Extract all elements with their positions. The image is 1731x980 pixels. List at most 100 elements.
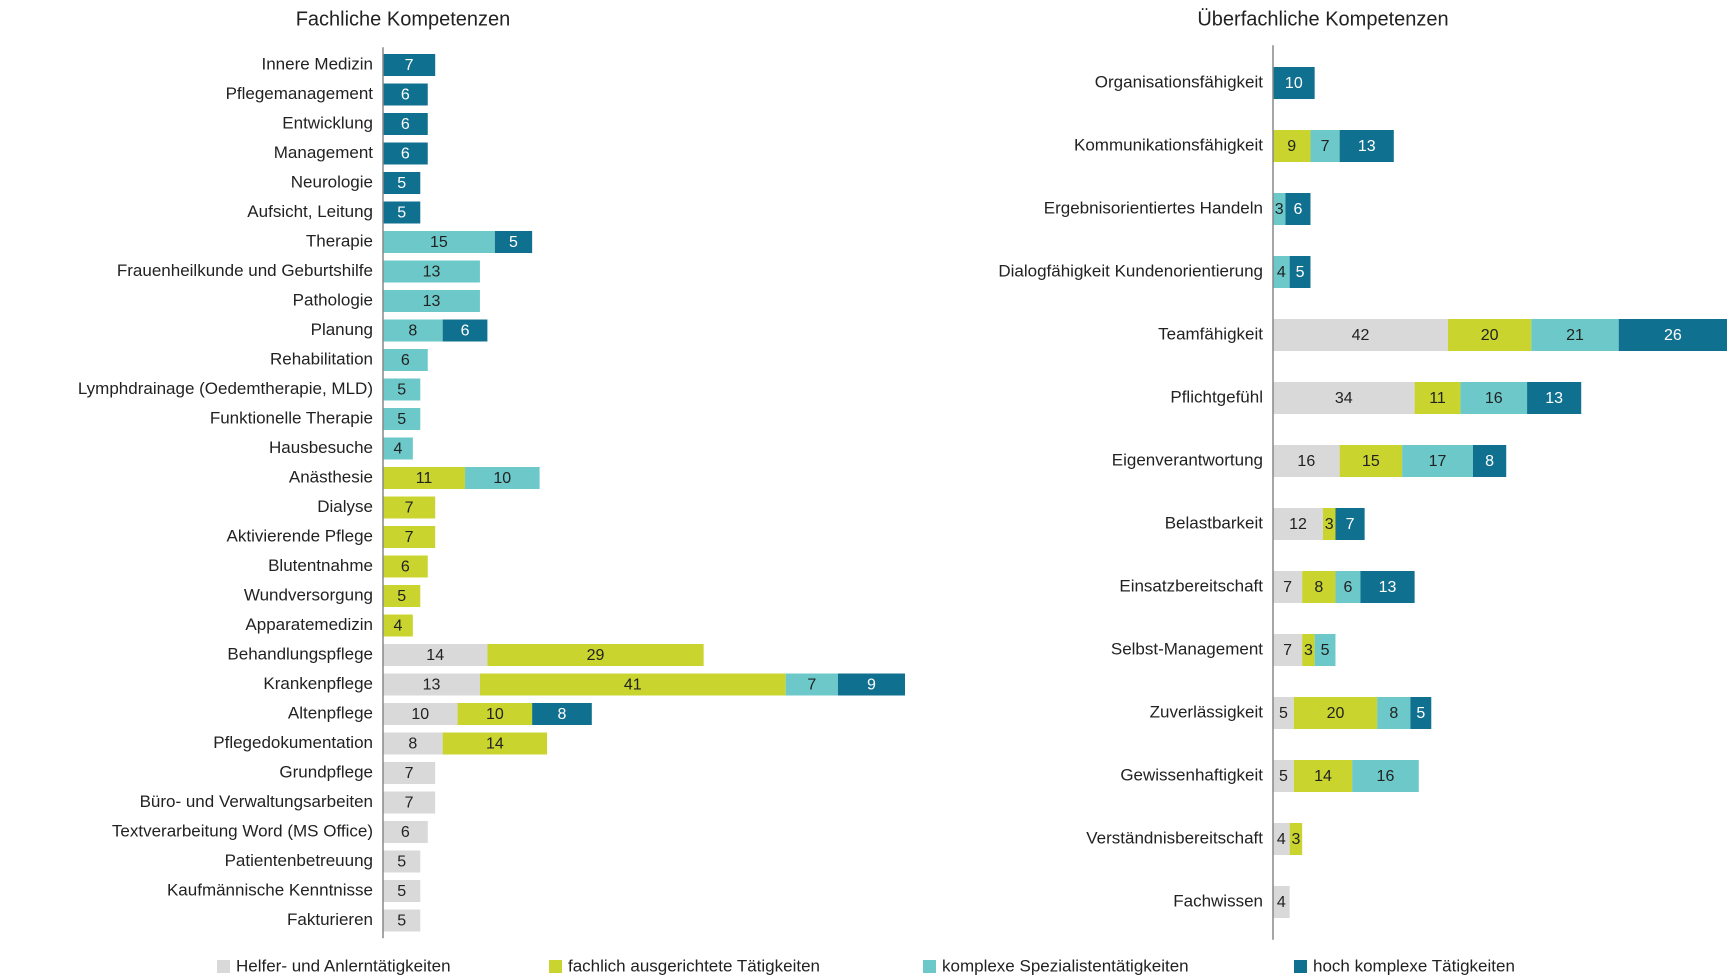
bar-segment bbox=[383, 821, 428, 843]
bar-segment bbox=[1414, 382, 1461, 414]
bar-segment bbox=[383, 231, 495, 253]
value-label: 8 bbox=[408, 323, 417, 340]
bar-segment bbox=[1273, 760, 1294, 792]
bar-segment bbox=[383, 673, 480, 696]
category-label: Fachwissen bbox=[1173, 891, 1263, 910]
value-label: 10 bbox=[486, 706, 504, 723]
category-label: Dialyse bbox=[317, 497, 373, 516]
value-label: 4 bbox=[393, 618, 402, 635]
category-label: Rehabilitation bbox=[270, 349, 373, 368]
value-label: 5 bbox=[397, 382, 406, 399]
bar-segment bbox=[494, 231, 533, 253]
value-label: 5 bbox=[1321, 642, 1330, 659]
bar-segment bbox=[532, 703, 592, 725]
category-label: Blutentnahme bbox=[268, 556, 373, 575]
value-label: 14 bbox=[486, 736, 504, 753]
bar-segment bbox=[383, 732, 443, 755]
bar-segment bbox=[383, 54, 436, 76]
value-label: 11 bbox=[1429, 390, 1446, 407]
bar-segment bbox=[383, 467, 466, 489]
bar-segment bbox=[837, 673, 905, 696]
legend-label: hoch komplexe Tätigkeiten bbox=[1313, 956, 1515, 975]
bar-segment bbox=[457, 703, 533, 725]
bar-segment bbox=[1293, 697, 1378, 729]
value-label: 7 bbox=[405, 765, 414, 782]
bar-segment bbox=[1273, 130, 1311, 162]
value-label: 13 bbox=[423, 264, 441, 281]
bar-segment bbox=[1273, 67, 1315, 99]
value-label: 15 bbox=[430, 234, 448, 251]
value-label: 6 bbox=[401, 352, 410, 369]
value-label: 7 bbox=[405, 795, 414, 812]
value-label: 6 bbox=[461, 323, 470, 340]
category-label: Selbst-Management bbox=[1111, 639, 1263, 658]
category-label: Verständnisbereitschaft bbox=[1086, 828, 1263, 847]
value-label: 5 bbox=[397, 588, 406, 605]
bar-segment bbox=[383, 408, 421, 430]
value-label: 4 bbox=[1277, 264, 1286, 281]
bar-segment bbox=[383, 644, 488, 666]
bar-segment bbox=[383, 83, 428, 106]
value-label: 13 bbox=[1545, 390, 1563, 407]
category-label: Management bbox=[274, 143, 374, 162]
value-label: 12 bbox=[1289, 516, 1307, 533]
category-label: Büro- und Verwaltungsarbeiten bbox=[140, 792, 373, 811]
value-label: 10 bbox=[1285, 75, 1303, 92]
value-label: 13 bbox=[423, 293, 441, 310]
bar-segment bbox=[383, 909, 421, 932]
legend-label: Helfer- und Anlerntätigkeiten bbox=[236, 956, 451, 975]
value-label: 7 bbox=[405, 500, 414, 517]
bar-segment bbox=[1289, 823, 1303, 855]
bar-segment bbox=[465, 467, 540, 489]
category-label: Teamfähigkeit bbox=[1158, 324, 1263, 343]
bar-segment bbox=[383, 378, 421, 401]
category-label: Organisationsfähigkeit bbox=[1095, 72, 1263, 91]
value-label: 7 bbox=[1321, 138, 1330, 155]
category-label: Krankenpflege bbox=[263, 674, 373, 693]
category-label: Kommunikationsfähigkeit bbox=[1074, 135, 1263, 154]
value-label: 7 bbox=[405, 529, 414, 546]
value-label: 4 bbox=[393, 441, 402, 458]
category-label: Pflegemanagement bbox=[226, 84, 374, 103]
bar-segment bbox=[1302, 634, 1315, 666]
value-label: 8 bbox=[1314, 579, 1323, 596]
bar-segment bbox=[1335, 508, 1365, 540]
bar-segment bbox=[1352, 760, 1419, 792]
bar-segment bbox=[1402, 445, 1473, 477]
bar-segment bbox=[442, 319, 488, 342]
value-label: 9 bbox=[867, 677, 876, 694]
value-label: 14 bbox=[1314, 768, 1332, 785]
value-label: 5 bbox=[397, 175, 406, 192]
category-label: Belastbarkeit bbox=[1165, 513, 1264, 532]
bar-segment bbox=[1273, 634, 1303, 666]
bar-segment bbox=[487, 644, 704, 666]
bar-segment bbox=[1335, 571, 1361, 603]
category-label: Apparatemedizin bbox=[245, 615, 373, 634]
value-label: 20 bbox=[1481, 327, 1499, 344]
bar-segment bbox=[1314, 634, 1336, 666]
bar-segment bbox=[383, 172, 421, 194]
bar-segment bbox=[383, 526, 436, 548]
category-label: Textverarbeitung Word (MS Office) bbox=[112, 821, 373, 840]
value-label: 6 bbox=[401, 824, 410, 841]
value-label: 9 bbox=[1287, 138, 1296, 155]
bar-segment bbox=[1273, 508, 1323, 540]
bar-segment bbox=[1273, 886, 1290, 918]
value-label: 8 bbox=[1389, 705, 1398, 722]
value-label: 7 bbox=[1346, 516, 1355, 533]
bar-segment bbox=[383, 290, 480, 312]
bar-segment bbox=[383, 762, 436, 784]
value-label: 7 bbox=[807, 677, 816, 694]
value-label: 17 bbox=[1429, 453, 1447, 470]
bar-segment bbox=[383, 319, 443, 342]
bar-segment bbox=[383, 703, 458, 725]
value-label: 6 bbox=[401, 559, 410, 576]
bar-segment bbox=[1302, 571, 1336, 603]
category-label: Grundpflege bbox=[279, 762, 373, 781]
category-label: Kaufmännische Kenntnisse bbox=[167, 880, 373, 899]
category-label: Funktionelle Therapie bbox=[210, 408, 373, 427]
bar-segment bbox=[1377, 697, 1411, 729]
value-label: 3 bbox=[1275, 201, 1284, 218]
bar-segment bbox=[383, 113, 428, 135]
value-label: 5 bbox=[397, 913, 406, 930]
